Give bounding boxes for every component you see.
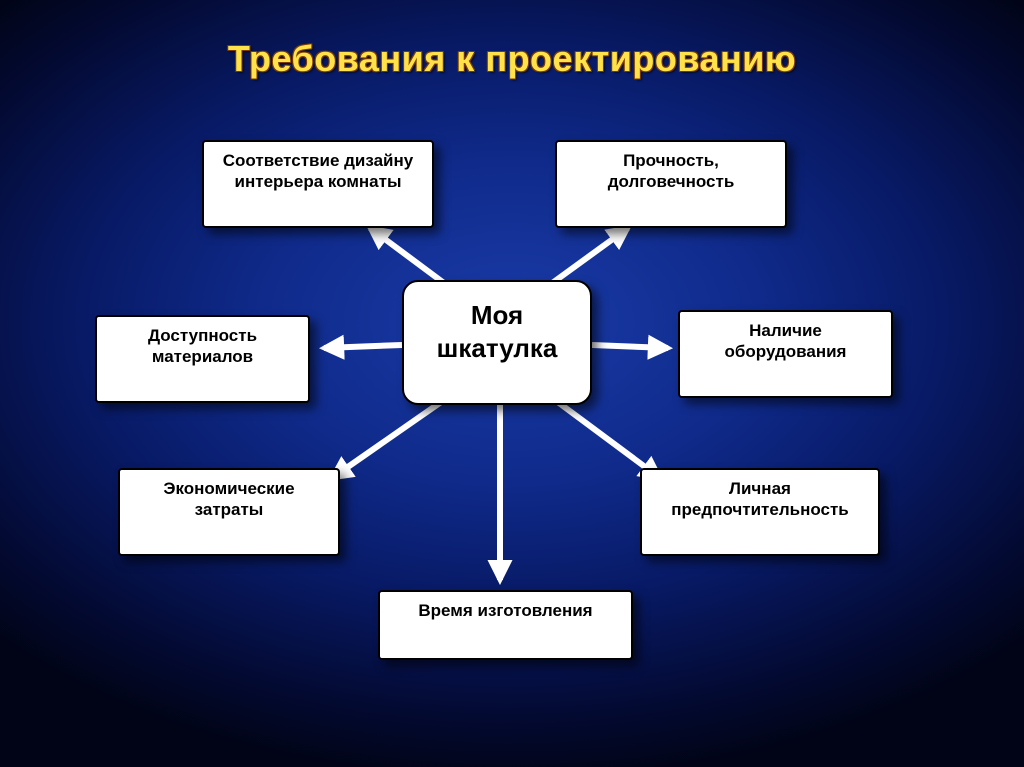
outer-node-label: Соответствие дизайну интерьера комнаты xyxy=(214,150,422,193)
outer-node-label: Доступность материалов xyxy=(107,325,298,368)
outer-node-label: Личная предпочтительность xyxy=(652,478,868,521)
outer-node-bot_right: Личная предпочтительность xyxy=(640,468,880,556)
outer-node-mid_left: Доступность материалов xyxy=(95,315,310,403)
slide-title-text: Требования к проектированию xyxy=(228,38,796,79)
outer-node-label: Время изготовления xyxy=(418,600,592,621)
outer-node-label: Экономические затраты xyxy=(130,478,328,521)
outer-node-mid_right: Наличие оборудования xyxy=(678,310,893,398)
center-node: Моя шкатулка xyxy=(402,280,592,405)
slide-title: Требования к проектированию xyxy=(0,38,1024,80)
outer-node-label: Наличие оборудования xyxy=(690,320,881,363)
outer-node-top_right: Прочность, долговечность xyxy=(555,140,787,228)
outer-node-label: Прочность, долговечность xyxy=(567,150,775,193)
outer-node-bottom: Время изготовления xyxy=(378,590,633,660)
center-node-label: Моя шкатулка xyxy=(414,299,580,364)
outer-node-top_left: Соответствие дизайну интерьера комнаты xyxy=(202,140,434,228)
outer-node-bot_left: Экономические затраты xyxy=(118,468,340,556)
